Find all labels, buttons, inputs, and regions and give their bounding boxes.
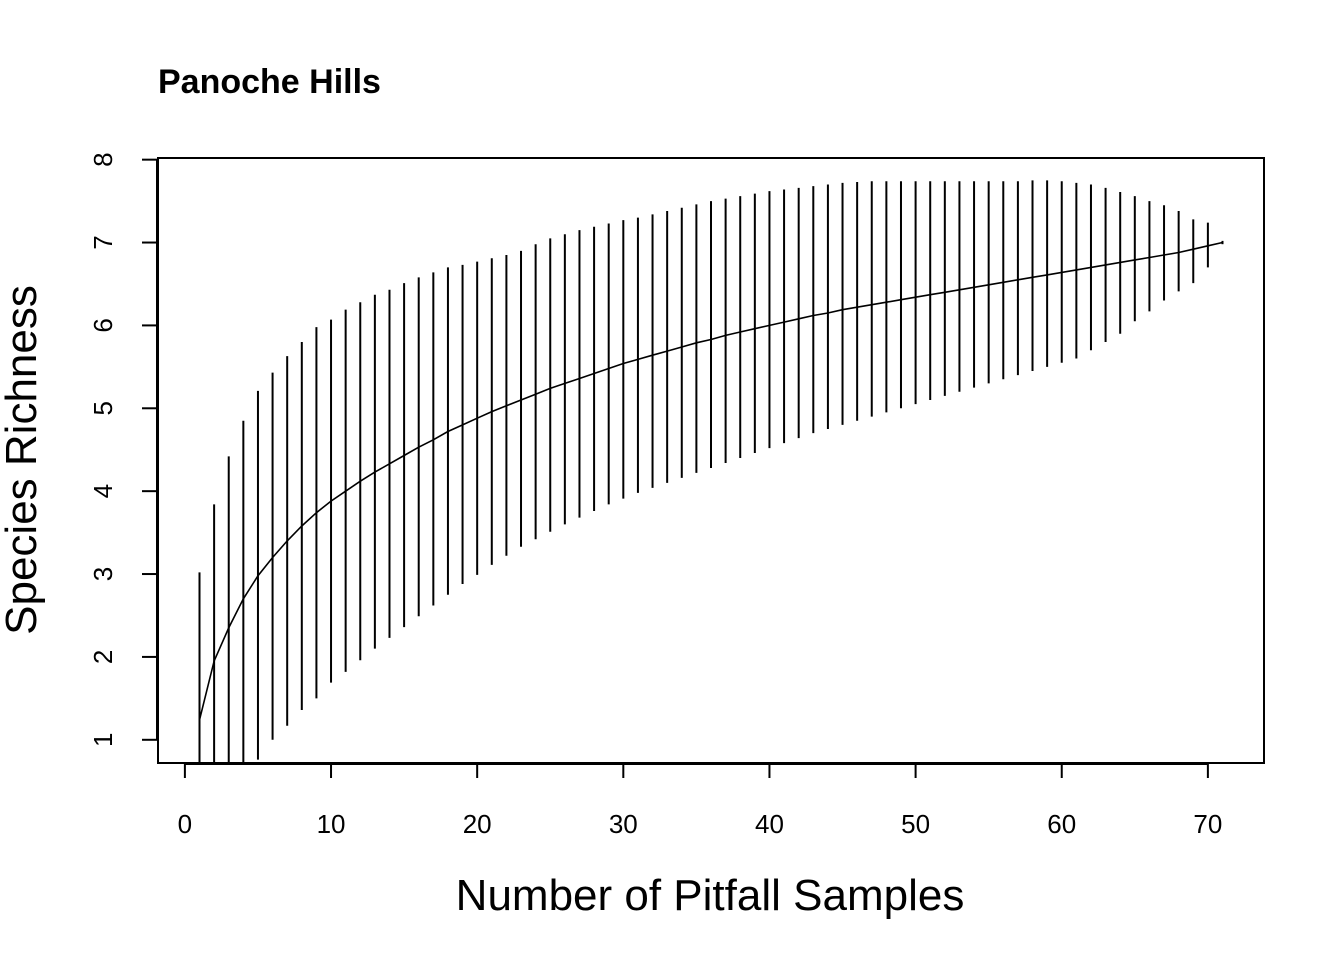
x-tick-label: 20 — [463, 809, 492, 839]
x-tick-label: 0 — [178, 809, 192, 839]
y-axis-label: Species Richness — [0, 285, 46, 635]
y-axis: 1 2 3 4 5 6 7 8 — [88, 152, 158, 747]
x-axis: 0 10 20 30 40 50 60 70 — [178, 763, 1222, 839]
x-tick-label: 70 — [1193, 809, 1222, 839]
y-tick-label: 3 — [88, 567, 118, 581]
y-tick-label: 5 — [88, 401, 118, 415]
x-tick-label: 30 — [609, 809, 638, 839]
y-tick-label: 1 — [88, 733, 118, 747]
x-tick-label: 50 — [901, 809, 930, 839]
y-tick-label: 7 — [88, 235, 118, 249]
y-tick-label: 8 — [88, 152, 118, 166]
x-tick-label: 40 — [755, 809, 784, 839]
x-axis-label: Number of Pitfall Samples — [456, 871, 965, 920]
series-line — [198, 241, 1223, 721]
y-tick-label: 6 — [88, 318, 118, 332]
x-tick-label: 10 — [317, 809, 346, 839]
chart-title: Panoche Hills — [158, 63, 381, 101]
y-tick-label: 4 — [88, 484, 118, 498]
x-tick-label: 60 — [1047, 809, 1076, 839]
plot-area — [198, 180, 1224, 763]
y-tick-label: 2 — [88, 650, 118, 664]
